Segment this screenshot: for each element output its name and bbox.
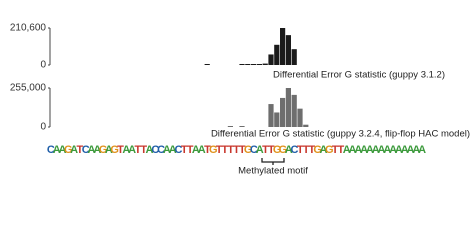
bar (285, 35, 291, 65)
bar (227, 126, 233, 127)
bar (274, 44, 280, 65)
base: A (320, 144, 328, 156)
base: A (53, 144, 61, 156)
base: G (209, 144, 218, 156)
base: G (325, 144, 334, 156)
bar (285, 88, 291, 127)
base: T (187, 144, 194, 156)
base: A (395, 144, 403, 156)
base: A (401, 144, 409, 156)
track-label: Differential Error G statistic (guppy 3.… (273, 70, 445, 81)
base: A (418, 144, 426, 156)
bar (274, 112, 280, 127)
base: A (378, 144, 386, 156)
base: C (151, 144, 159, 156)
base: A (360, 144, 368, 156)
bar (268, 104, 274, 127)
motif-label: Methylated motif (238, 166, 308, 177)
base: T (233, 144, 240, 156)
base: T (117, 144, 124, 156)
base: T (181, 144, 188, 156)
base: A (128, 144, 136, 156)
base: A (192, 144, 200, 156)
base: T (204, 144, 211, 156)
base: T (338, 144, 345, 156)
base: A (163, 144, 171, 156)
base: T (239, 144, 246, 156)
bar (297, 108, 303, 127)
base: T (227, 144, 234, 156)
y-tick-label: 0 (40, 60, 46, 71)
base: T (135, 144, 142, 156)
base: C (291, 144, 299, 156)
base: T (268, 144, 275, 156)
base: A (93, 144, 101, 156)
base: A (105, 144, 113, 156)
bar (204, 64, 210, 65)
base: G (110, 144, 119, 156)
track-label: Differential Error G statistic (guppy 3.… (211, 129, 470, 140)
base: A (343, 144, 351, 156)
bar (268, 54, 274, 65)
base: T (77, 144, 84, 156)
base: G (99, 144, 108, 156)
base: A (354, 144, 362, 156)
base: A (256, 144, 264, 156)
base: T (303, 144, 310, 156)
base: T (332, 144, 339, 156)
browser-view: Methylated motif 0 210,600 Differential Er… (10, 23, 470, 177)
page: Methylated motif 0 210,600 Differential Er… (9, 22, 470, 177)
base: A (146, 144, 154, 156)
base: A (407, 144, 415, 156)
motif-bracket (261, 158, 285, 165)
bar (245, 64, 251, 65)
bar (280, 28, 286, 65)
base: C (175, 144, 183, 156)
base: G (313, 144, 322, 156)
base: C (47, 144, 55, 156)
base: G (64, 144, 73, 156)
bar (262, 63, 268, 65)
base: C (82, 144, 90, 156)
base: A (372, 144, 380, 156)
base: A (366, 144, 374, 156)
bar (239, 126, 245, 127)
base: A (59, 144, 67, 156)
base: A (383, 144, 391, 156)
y-tick-label: 255,000 (10, 83, 47, 94)
base: A (389, 144, 397, 156)
base: T (222, 144, 229, 156)
base: A (285, 144, 293, 156)
base: A (122, 144, 130, 156)
y-tick-label: 210,600 (10, 23, 47, 34)
bar (239, 64, 245, 65)
bar (256, 64, 262, 65)
y-tick-label: 0 (40, 122, 46, 133)
base: G (273, 144, 282, 156)
base: A (198, 144, 206, 156)
base: T (216, 144, 223, 156)
base: A (169, 144, 177, 156)
base: A (412, 144, 420, 156)
base: A (349, 144, 357, 156)
base: T (309, 144, 316, 156)
base: C (157, 144, 165, 156)
bar (291, 94, 297, 127)
base: A (88, 144, 96, 156)
base: T (262, 144, 269, 156)
bar (291, 49, 297, 65)
base: A (70, 144, 78, 156)
base: G (279, 144, 288, 156)
base: T (297, 144, 304, 156)
bar (251, 64, 257, 65)
bar (303, 124, 309, 127)
base: C (250, 144, 258, 156)
base: T (140, 144, 147, 156)
bar (280, 97, 286, 127)
base: G (244, 144, 253, 156)
